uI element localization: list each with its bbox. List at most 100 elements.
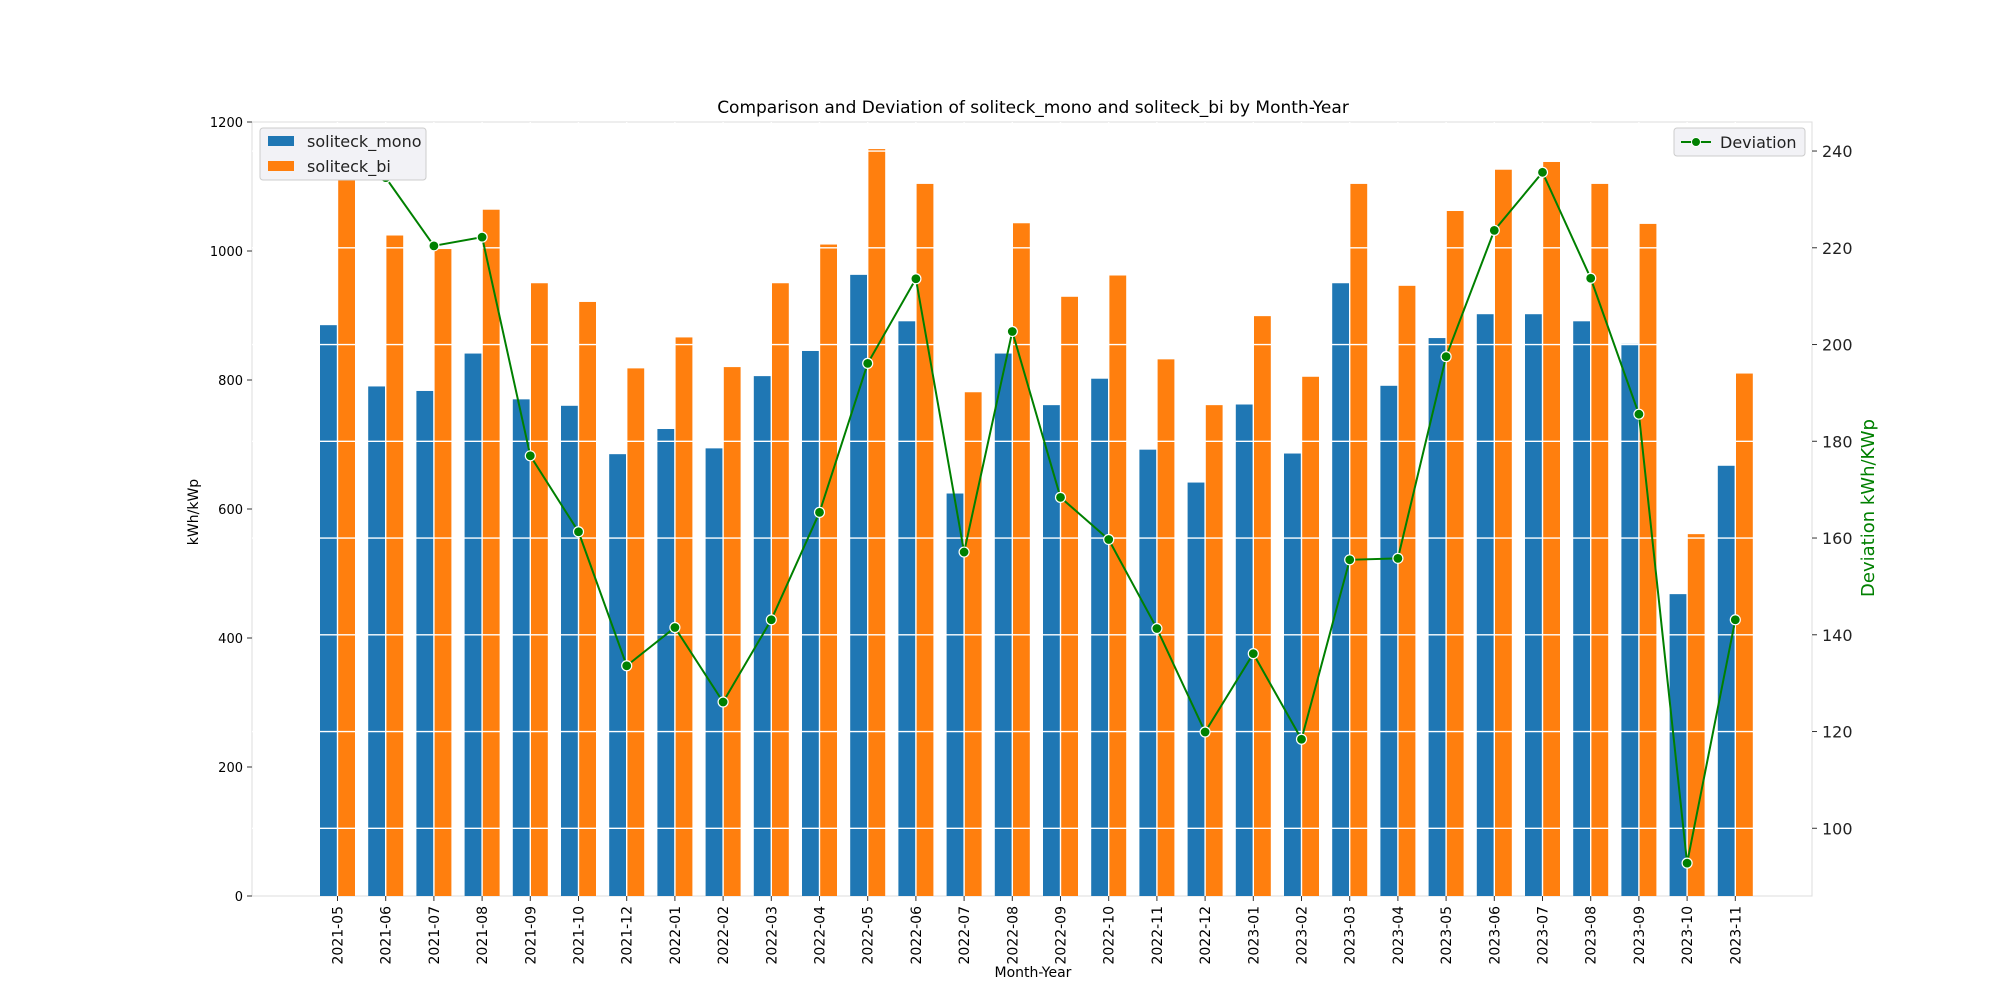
- deviation-point-2021-07: [428, 240, 440, 252]
- bar-soliteck_mono-2022-06: [898, 321, 916, 896]
- x-tick-label-2021-09: 2021-09: [523, 906, 539, 965]
- plot-layer: 0 200 400 600 800 1000 1200 100 120 140 160 180 200 2…: [210, 116, 1853, 965]
- x-tick-label-2021-10: 2021-10: [572, 906, 588, 965]
- bar-soliteck_mono-2021-10: [561, 405, 579, 896]
- legend-swatch-soliteck_bi: [268, 161, 294, 171]
- deviation-point-2023-07: [1536, 166, 1549, 178]
- x-tick-label-2023-06: 2023-06: [1487, 906, 1503, 965]
- y-tick-label-200: 200: [218, 761, 243, 776]
- bar-soliteck_bi-2022-04: [819, 244, 837, 897]
- bar-soliteck_mono-2021-06: [368, 386, 386, 896]
- y-tick-label-600: 600: [218, 503, 243, 518]
- x-tick-label-2023-02: 2023-02: [1295, 906, 1311, 965]
- x-tick-label-2022-04: 2022-04: [813, 906, 829, 965]
- legend-deviation-marker: [1691, 137, 1701, 147]
- x-tick-label-2022-09: 2022-09: [1054, 906, 1070, 965]
- x-tick-label-2022-07: 2022-07: [957, 906, 973, 965]
- bar-soliteck_mono-2021-07: [416, 390, 434, 896]
- bar-soliteck_bi-2021-10: [578, 301, 596, 897]
- x-tick-label-2022-10: 2022-10: [1102, 906, 1118, 965]
- deviation-point-2023-09: [1633, 408, 1645, 420]
- bar-soliteck_mono-2022-11: [1139, 449, 1157, 896]
- bar-soliteck_bi-2023-10: [1687, 534, 1705, 896]
- legend-swatch-soliteck_mono: [268, 136, 294, 146]
- bar-soliteck_bi-2022-08: [1012, 223, 1030, 896]
- x-tick-label-2021-08: 2021-08: [475, 906, 491, 965]
- bar-soliteck_mono-2022-07: [946, 493, 965, 896]
- x-tick-label-2023-10: 2023-10: [1680, 906, 1696, 965]
- bar-soliteck_mono-2022-01: [657, 429, 675, 896]
- legend-deviation-box: [1673, 127, 1806, 157]
- bar-soliteck_mono-2023-06: [1476, 314, 1495, 897]
- deviation-point-2023-11: [1729, 614, 1741, 626]
- x-tick-label-2023-09: 2023-09: [1632, 906, 1648, 965]
- deviation-point-2022-03: [765, 614, 777, 626]
- x-tick-label-2022-06: 2022-06: [909, 906, 925, 965]
- deviation-point-2023-02: [1295, 733, 1308, 745]
- x-tick-label-2022-03: 2022-03: [764, 906, 780, 965]
- bar-soliteck_bi-2021-06: [385, 235, 404, 896]
- bar-soliteck_mono-2023-11: [1717, 465, 1736, 896]
- bar-soliteck_bi-2022-03: [771, 283, 789, 896]
- bar-soliteck_bi-2022-02: [723, 367, 741, 897]
- y-axis-label: kWh/kWp: [186, 479, 202, 545]
- x-axis-label: Month-Year: [995, 965, 1072, 981]
- y2-axis-label: Deviation kWh/KWp: [1858, 419, 1879, 597]
- x-tick-label-2023-08: 2023-08: [1584, 906, 1600, 965]
- x-tick-label-2023-05: 2023-05: [1439, 906, 1455, 965]
- deviation-point-2023-06: [1488, 224, 1500, 236]
- deviation-point-2022-08: [1006, 325, 1018, 338]
- x-tick-label-2021-05: 2021-05: [331, 906, 347, 965]
- deviation-point-2023-10: [1681, 857, 1693, 869]
- bar-soliteck_bi-2023-05: [1446, 211, 1464, 896]
- y2-tick-label-200: 200: [1822, 336, 1853, 355]
- bar-soliteck_mono-2021-05: [320, 325, 338, 896]
- deviation-point-2022-11: [1151, 622, 1163, 635]
- deviation-point-2023-03: [1344, 554, 1356, 566]
- bar-soliteck_mono-2022-09: [1043, 405, 1061, 896]
- deviation-point-2022-01: [669, 621, 681, 634]
- y2-tick-label-120: 120: [1822, 723, 1853, 742]
- bar-soliteck_mono-2022-10: [1091, 378, 1109, 897]
- x-tick-label-2021-12: 2021-12: [620, 906, 636, 965]
- bar-soliteck_mono-2023-04: [1380, 385, 1398, 896]
- x-tick-label-2021-06: 2021-06: [379, 906, 395, 965]
- legend-label-soliteck_mono: soliteck_mono: [307, 132, 422, 152]
- legend-deviation: Deviation: [1673, 127, 1806, 157]
- x-tick-label-2023-03: 2023-03: [1343, 906, 1359, 965]
- deviation-point-2022-05: [862, 357, 874, 369]
- y2-tick-label-100: 100: [1822, 819, 1853, 838]
- bar-soliteck_mono-2022-12: [1187, 482, 1206, 896]
- y-tick-label-1000: 1000: [210, 245, 243, 260]
- x-tick-label-2023-07: 2023-07: [1536, 906, 1552, 965]
- bar-soliteck_bi-2022-09: [1060, 296, 1078, 896]
- bar-soliteck_bi-2023-02: [1301, 376, 1319, 896]
- deviation-point-2022-04: [813, 506, 826, 518]
- bar-soliteck_bi-2022-12: [1205, 405, 1223, 896]
- chart-title: Comparison and Deviation of soliteck_mon…: [717, 98, 1349, 118]
- bar-soliteck_mono-2021-12: [609, 454, 627, 896]
- bar-soliteck_mono-2023-10: [1669, 594, 1688, 896]
- deviation-line: [337, 150, 1737, 864]
- x-tick-label-2022-11: 2022-11: [1150, 906, 1166, 965]
- x-tick-label-2023-04: 2023-04: [1391, 906, 1407, 965]
- bar-soliteck_mono-2022-05: [850, 274, 868, 896]
- bar-soliteck_bi-2023-06: [1494, 169, 1512, 897]
- deviation-point-2022-02: [717, 696, 729, 708]
- bar-soliteck_mono-2022-02: [705, 448, 724, 896]
- y2-tick-label-160: 160: [1822, 529, 1853, 548]
- bar-soliteck_mono-2021-09: [512, 399, 531, 896]
- deviation-point-2022-07: [958, 546, 970, 558]
- bar-soliteck_bi-2023-09: [1638, 223, 1657, 896]
- bar-soliteck_mono-2022-04: [802, 350, 820, 897]
- deviation-point-2022-06: [910, 273, 922, 285]
- bar-soliteck_bi-2021-08: [482, 209, 500, 897]
- bar-soliteck_bi-2022-06: [915, 183, 934, 897]
- bar-soliteck_bi-2021-09: [530, 283, 548, 896]
- bar-soliteck_bi-2022-01: [674, 337, 693, 896]
- y2-tick-label-140: 140: [1822, 626, 1853, 645]
- deviation-point-2021-10: [572, 526, 585, 538]
- x-tick-label-2021-07: 2021-07: [427, 906, 443, 965]
